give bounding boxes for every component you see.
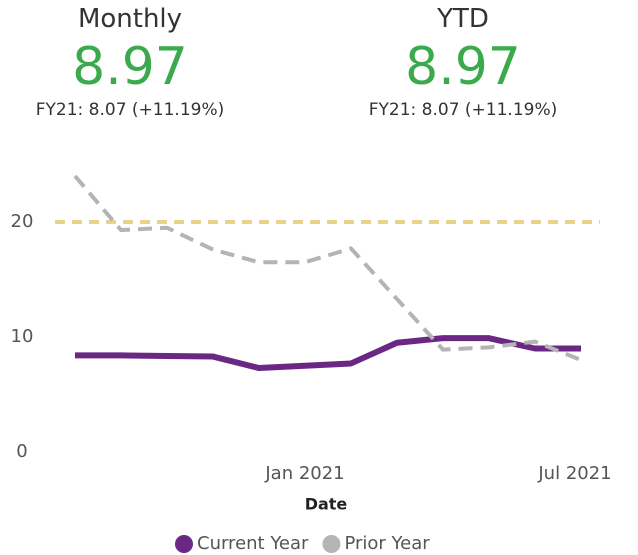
x-tick-label: Jan 2021 <box>264 463 344 484</box>
legend-label: Prior Year <box>344 533 430 554</box>
y-tick-label: 0 <box>16 441 27 462</box>
kpi-card: YTD 8.97 FY21: 8.07 (+11.19%) <box>303 0 623 120</box>
kpi-title: YTD <box>437 4 489 34</box>
kpi-value: 8.97 <box>405 37 521 97</box>
kpi-card: Monthly 8.97 FY21: 8.07 (+11.19%) <box>0 0 290 120</box>
x-axis-label: Date <box>305 495 348 514</box>
kpi-value: 8.97 <box>72 37 188 97</box>
legend-marker <box>322 535 341 553</box>
series-line <box>75 335 581 372</box>
series-line <box>73 174 582 362</box>
y-tick-label: 20 <box>11 211 34 232</box>
kpi-title: Monthly <box>77 4 183 34</box>
kpi-subtitle: FY21: 8.07 (+11.19%) <box>35 100 225 120</box>
y-tick-label: 10 <box>11 326 34 347</box>
legend-marker <box>175 535 193 553</box>
x-tick-label: Jul 2021 <box>537 463 611 484</box>
kpi-subtitle: FY21: 8.07 (+11.19%) <box>368 100 558 120</box>
legend-label: Current Year <box>197 533 309 554</box>
